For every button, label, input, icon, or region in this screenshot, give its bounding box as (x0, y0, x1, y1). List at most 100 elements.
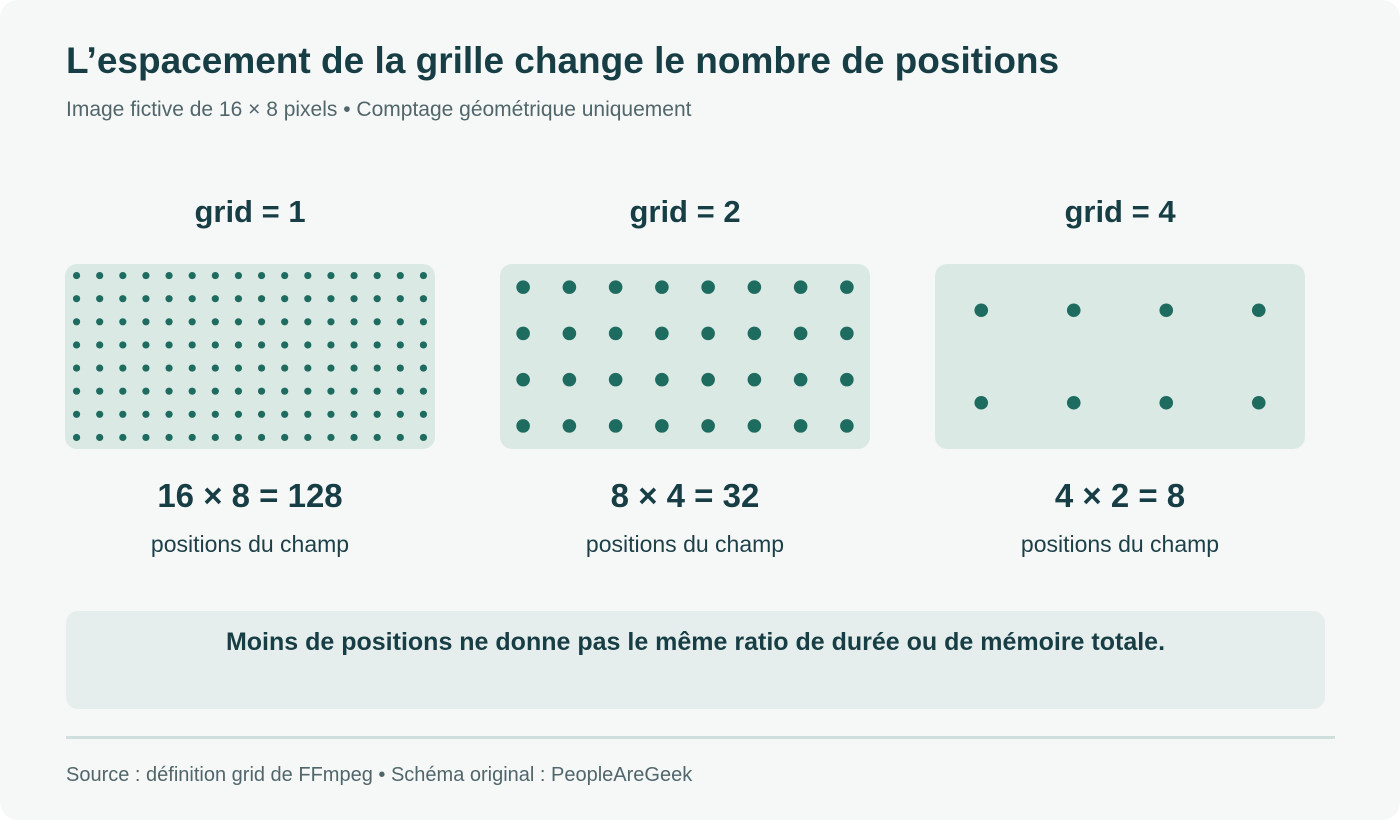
grid-label: grid = 2 (629, 194, 741, 229)
dot-grid-box (500, 264, 870, 449)
grid-position-dot (608, 280, 623, 294)
grid-position-dot (373, 364, 381, 372)
grid-position-dot (562, 419, 577, 433)
grid-position-dot (396, 387, 404, 395)
grid-position-dot (655, 372, 669, 387)
grid-position-dot (793, 419, 808, 433)
grid-position-dot (188, 295, 196, 303)
grid-position-dot (327, 410, 335, 418)
grid-position-dot (562, 372, 577, 387)
grid-position-dot (419, 387, 428, 395)
grid-position-dot (350, 433, 358, 442)
grid-position-dot (373, 433, 381, 442)
grid-position-dot (793, 280, 808, 294)
grid-position-dot (396, 410, 404, 418)
grid-position-dot (1159, 303, 1174, 318)
grid-position-dot (840, 372, 854, 387)
grid-position-dot (234, 271, 243, 280)
grid-position-dot (1159, 395, 1174, 410)
grid-position-dot (747, 372, 762, 387)
grid-position-dot (373, 318, 381, 326)
grid-position-dot (327, 364, 335, 372)
grid-position-dot (234, 433, 243, 442)
grid-position-dot (165, 433, 173, 442)
grid-position-dot (257, 318, 266, 326)
grid-position-dot (655, 280, 669, 294)
grid-position-dot (655, 419, 669, 433)
grid-position-dot (350, 387, 358, 395)
dot-grid-box (65, 264, 435, 449)
grid-position-dot (419, 271, 428, 280)
grid-position-dot (840, 419, 854, 433)
grid-position-dot (350, 341, 358, 349)
grid-position-dot (396, 271, 404, 280)
grid-position-dot (257, 295, 266, 303)
grid-position-dot (257, 271, 266, 280)
grid-position-dot (96, 387, 104, 395)
grid-position-dot (373, 410, 381, 418)
grid-position-dot (350, 410, 358, 418)
grid-position-dot (142, 433, 150, 442)
grid-position-dot (281, 295, 289, 303)
grid-position-dot (396, 318, 404, 326)
grid-position-dot (747, 419, 762, 433)
grid-position-dot (211, 364, 219, 372)
grid-position-dot (747, 326, 762, 341)
grid-position-dot (211, 410, 219, 418)
grid-position-dot (974, 395, 989, 410)
grid-position-dot (419, 410, 428, 418)
grid-position-dot (257, 433, 266, 442)
grid-position-dot (304, 318, 312, 326)
grid-position-dot (165, 341, 173, 349)
dot-grid (72, 271, 428, 442)
grid-position-dot (119, 433, 127, 442)
grid-position-dot (327, 433, 335, 442)
grid-position-dot (142, 341, 150, 349)
grid-position-dot (419, 364, 428, 372)
grid-position-dot (188, 387, 196, 395)
grid-position-dot (211, 433, 219, 442)
grid-position-dot (304, 433, 312, 442)
grid-position-dot (72, 364, 81, 372)
grid-position-dot (516, 326, 530, 341)
grid-position-dot (701, 372, 715, 387)
grid-position-dot (165, 410, 173, 418)
grid-position-dot (608, 419, 623, 433)
grid-panel-1: grid = 1 16 × 8 = 128 positions du champ (65, 190, 435, 557)
grid-position-dot (350, 271, 358, 280)
grid-position-dot (72, 295, 81, 303)
grid-position-dot (516, 280, 530, 294)
grid-position-dot (281, 271, 289, 280)
dot-grid (516, 280, 854, 433)
grid-position-dot (188, 410, 196, 418)
grid-position-dot (419, 295, 428, 303)
grid-position-dot (188, 433, 196, 442)
grid-position-dot (562, 326, 577, 341)
grid-position-dot (142, 295, 150, 303)
grid-position-dot (304, 271, 312, 280)
grid-position-dot (96, 433, 104, 442)
grid-position-dot (793, 372, 808, 387)
grid-position-dot (165, 271, 173, 280)
grid-position-dot (373, 387, 381, 395)
grid-position-dot (281, 410, 289, 418)
grid-position-dot (257, 341, 266, 349)
grid-position-dot (419, 318, 428, 326)
grid-position-dot (119, 364, 127, 372)
grid-position-dot (96, 410, 104, 418)
grid-position-dot (142, 271, 150, 280)
grid-position-dot (350, 295, 358, 303)
grid-position-dot (234, 387, 243, 395)
grid-position-dot (747, 280, 762, 294)
grid-position-dot (96, 318, 104, 326)
grid-position-dot (840, 280, 854, 294)
grid-position-dot (119, 318, 127, 326)
grid-position-dot (165, 364, 173, 372)
grid-position-dot (701, 419, 715, 433)
grid-position-dot (608, 326, 623, 341)
position-count-formula: 8 × 4 = 32 (610, 477, 760, 514)
grid-position-dot (165, 318, 173, 326)
grid-position-dot (304, 387, 312, 395)
grid-label: grid = 4 (1064, 194, 1176, 229)
note-text: Moins de positions ne donne pas le même … (225, 628, 1166, 656)
